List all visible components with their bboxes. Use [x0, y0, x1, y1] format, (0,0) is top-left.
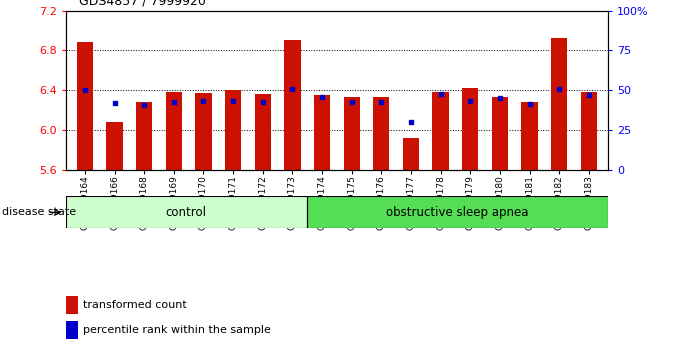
Bar	[66, 196, 307, 228]
Bar	[254, 94, 271, 170]
Bar	[225, 90, 241, 170]
Bar	[343, 97, 360, 170]
Bar	[314, 95, 330, 170]
Bar	[136, 102, 152, 170]
Bar	[307, 196, 608, 228]
Text: transformed count: transformed count	[83, 300, 187, 310]
Bar	[492, 97, 508, 170]
Bar	[284, 40, 301, 170]
Bar	[462, 88, 478, 170]
Bar	[196, 93, 211, 170]
Bar	[106, 122, 123, 170]
Bar	[77, 42, 93, 170]
Bar	[551, 39, 567, 170]
Text: percentile rank within the sample: percentile rank within the sample	[83, 325, 271, 335]
Bar	[166, 92, 182, 170]
Bar	[433, 92, 448, 170]
Bar	[580, 92, 597, 170]
Text: disease state: disease state	[2, 207, 76, 217]
Bar	[66, 296, 77, 314]
Bar	[403, 138, 419, 170]
Bar	[373, 97, 390, 170]
Text: GDS4857 / 7999920: GDS4857 / 7999920	[79, 0, 207, 7]
Bar	[522, 102, 538, 170]
Text: control: control	[166, 206, 207, 219]
Bar	[66, 321, 77, 339]
Text: obstructive sleep apnea: obstructive sleep apnea	[386, 206, 529, 219]
